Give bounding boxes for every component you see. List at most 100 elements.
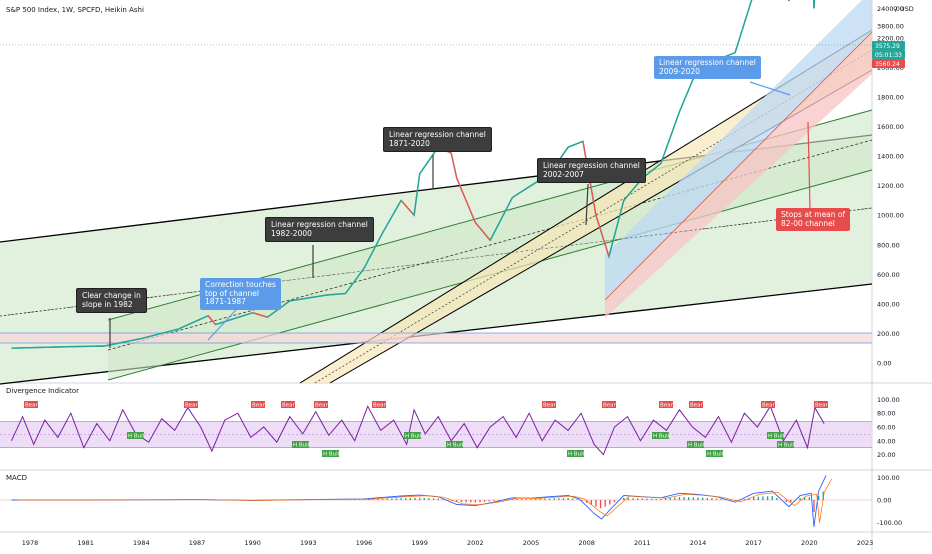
bull-signal (567, 450, 584, 457)
price-tag-text: 3575.29 (875, 43, 900, 50)
currency-icon: ⚲ (893, 5, 898, 13)
x-tick-label: 1987 (189, 539, 206, 547)
bear-signal (281, 401, 295, 408)
channel-1871-2020-mean (0, 207, 873, 317)
price-segment (215, 312, 253, 326)
price-segment (252, 312, 268, 318)
price-segment (512, 185, 532, 199)
price-tag-text: 3560.24 (875, 61, 900, 68)
bear-signal (659, 401, 673, 408)
divergence-pane-title: Divergence Indicator (6, 387, 80, 395)
price-segment (413, 173, 421, 216)
bull-signal-text: H Bull (447, 443, 464, 449)
divergence-y-tick: 60.00 (877, 424, 896, 432)
y-tick-label: 1800.00 (877, 93, 904, 101)
price-tag (872, 59, 905, 68)
macd-pane-title: MACD (6, 474, 27, 482)
y-tick-label: 3800.00 (877, 23, 904, 31)
divergence-y-tick: 100.00 (877, 396, 900, 404)
price-segment (474, 222, 491, 241)
bull-signal (322, 450, 339, 457)
y-tick-label: 0.00 (877, 360, 891, 368)
bear-signal-text: Bear (25, 403, 39, 409)
bear-signal-text: Bear (252, 403, 266, 409)
price-segment (608, 200, 625, 257)
macd-series-line (11, 475, 827, 527)
price-segment (567, 140, 584, 148)
price-segment (456, 177, 476, 223)
y-tick-label: 2200.00 (877, 34, 904, 42)
callout-pointer-lr-2002 (585, 183, 589, 226)
bear-signal (24, 401, 38, 408)
price-segment (381, 200, 402, 234)
price-segment (178, 315, 209, 330)
price-segment (595, 214, 610, 257)
y-tick-label: 200.00 (877, 330, 900, 338)
price-segment (787, 0, 790, 2)
bear-signal-text: Bear (543, 403, 557, 409)
chart-title: S&P 500 Index, 1W, SPCFD, Heikin Ashi (6, 6, 144, 14)
price-segment (813, 0, 816, 9)
y-tick-label: 600.00 (877, 271, 900, 279)
x-tick-label: 2011 (634, 539, 651, 547)
bear-signal-text: Bear (315, 403, 329, 409)
x-tick-label: 2008 (578, 539, 595, 547)
bull-signal-text: H Bull (323, 452, 340, 458)
divergence-y-tick: 40.00 (877, 437, 896, 445)
bear-signal (761, 401, 775, 408)
x-tick-label: 1999 (411, 539, 428, 547)
x-tick-label: 1993 (300, 539, 317, 547)
bear-signal-text: Bear (603, 403, 617, 409)
bear-signal-text: Bear (660, 403, 674, 409)
bear-signal (814, 401, 828, 408)
bull-signal (446, 441, 463, 448)
bull-signal-text: H Bull (128, 434, 145, 440)
bear-signal-text: Bear (815, 403, 829, 409)
divergence-y-tick: 20.00 (877, 451, 896, 459)
price-tag-text: 05:01:33 (875, 52, 902, 59)
x-tick-label: 2002 (467, 539, 484, 547)
bear-signal (184, 401, 198, 408)
channel-2009-2020-mean (604, 31, 873, 301)
callout-lr-1982: Linear regression channel 1982-2000 (265, 217, 374, 242)
bull-signal-text: H Bull (768, 434, 785, 440)
currency-label: ⚲ USD (893, 5, 914, 13)
bull-signal (767, 432, 784, 439)
channel-2009-2020-upper-fill (605, 0, 872, 300)
x-tick-label: 1996 (356, 539, 373, 547)
bear-signal (372, 401, 386, 408)
x-tick-label: 1984 (133, 539, 150, 547)
x-tick-label: 2014 (690, 539, 707, 547)
bull-signal-text: H Bull (568, 452, 585, 458)
bull-signal (652, 432, 669, 439)
price-segment (11, 346, 68, 349)
macd-y-tick: -100.00 (877, 519, 902, 527)
price-segment (289, 294, 327, 302)
bear-signal (251, 401, 265, 408)
y-tick-label: 1600.00 (877, 123, 904, 131)
bear-signal-text: Bear (282, 403, 296, 409)
bull-signal (777, 441, 794, 448)
price-segment (207, 315, 217, 326)
x-tick-label: 2023 (857, 539, 874, 547)
bear-signal (602, 401, 616, 408)
y-tick-label: 1200.00 (877, 182, 904, 190)
bull-signal (706, 450, 723, 457)
bull-signal (292, 441, 309, 448)
bear-signal (314, 401, 328, 408)
bull-signal-text: H Bull (778, 443, 795, 449)
price-segment (344, 267, 365, 294)
callout-lr-2002: Linear regression channel 2002-2007 (537, 158, 646, 183)
y-tick-label: 800.00 (877, 241, 900, 249)
bull-signal-text: H Bull (653, 434, 670, 440)
price-segment (141, 328, 179, 340)
price-segment (450, 152, 458, 179)
bull-signal-text: H Bull (293, 443, 310, 449)
currency-text: USD (899, 5, 914, 13)
bull-signal-text: H Bull (405, 434, 422, 440)
bear-signal-text: Bear (373, 403, 387, 409)
x-tick-label: 2017 (745, 539, 762, 547)
bear-signal (689, 401, 703, 408)
bull-signal-text: H Bull (707, 452, 724, 458)
